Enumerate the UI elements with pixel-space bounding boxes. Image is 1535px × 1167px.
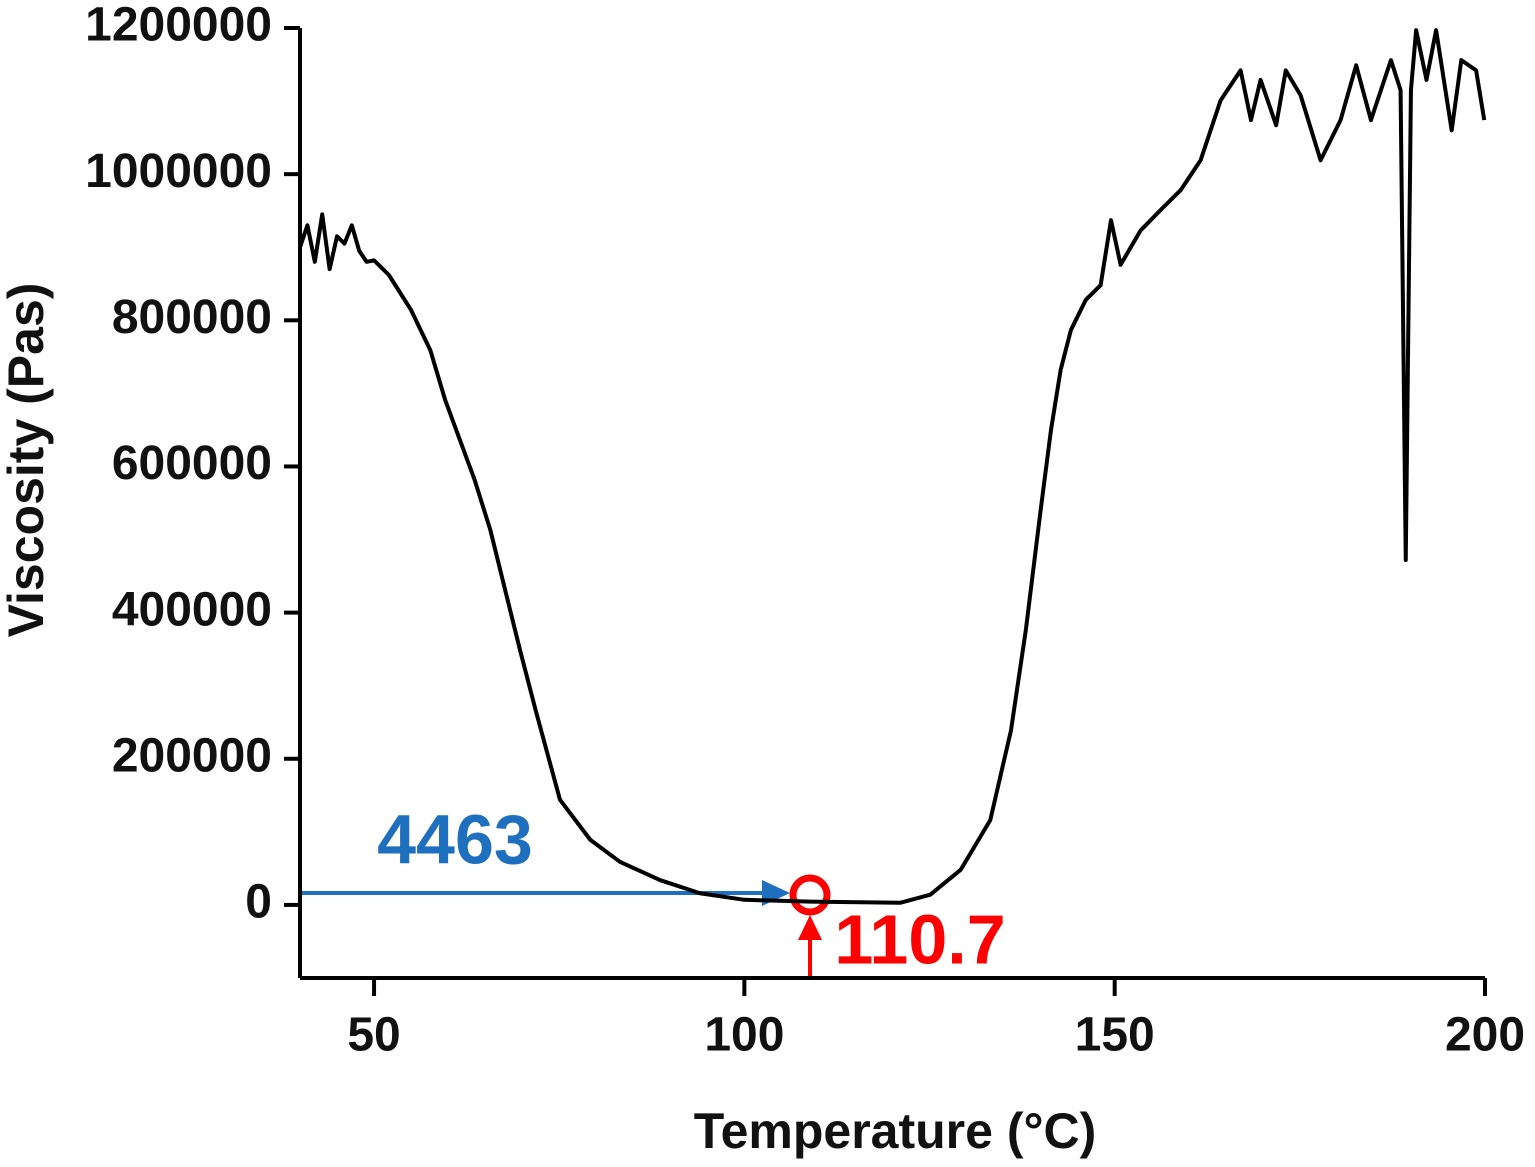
- x-tick-label: 50: [347, 1009, 400, 1062]
- y-tick-label: 200000: [112, 729, 272, 782]
- y-axis-label: Viscosity (Pas): [0, 283, 54, 638]
- y-tick-label: 1200000: [85, 0, 272, 52]
- y-tick-label: 800000: [112, 291, 272, 344]
- x-tick-label: 200: [1445, 1009, 1525, 1062]
- x-tick-label: 150: [1075, 1009, 1155, 1062]
- annotation-arrowhead: [798, 915, 822, 940]
- y-tick-label: 400000: [112, 583, 272, 636]
- annotation: 4463: [377, 800, 533, 878]
- y-tick-label: 1000000: [85, 145, 272, 198]
- y-tick-label: 0: [245, 876, 272, 929]
- annotation: 110.7: [834, 900, 1005, 978]
- annotation-circle: [789, 874, 831, 916]
- x-axis-label: Temperature (°C): [694, 1103, 1096, 1159]
- data-line: [298, 28, 1487, 905]
- y-tick-label: 600000: [112, 437, 272, 490]
- x-tick-label: 100: [704, 1009, 784, 1062]
